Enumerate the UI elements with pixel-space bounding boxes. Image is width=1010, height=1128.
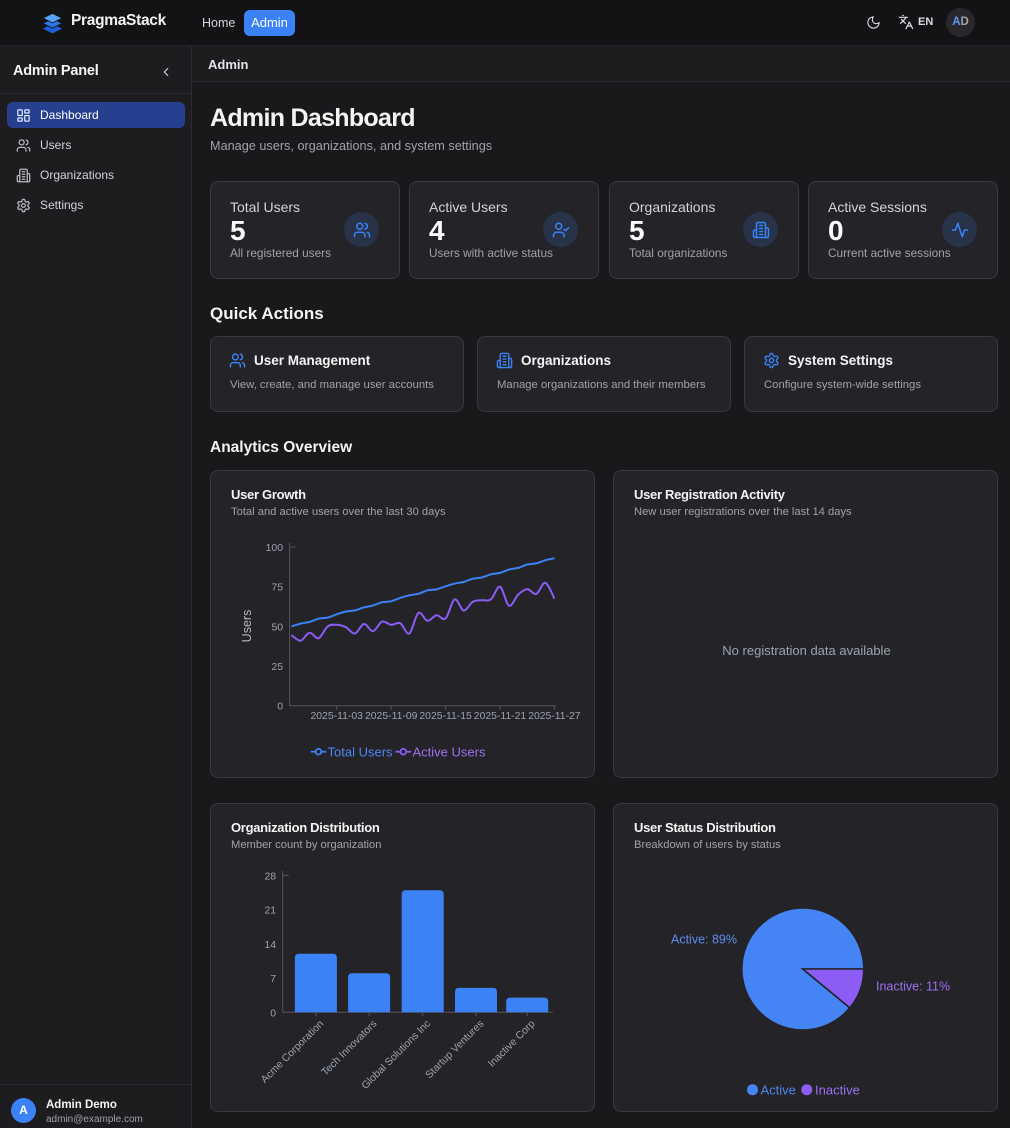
svg-text:0: 0 bbox=[270, 1008, 276, 1019]
svg-text:Inactive: 11%: Inactive: 11% bbox=[876, 980, 950, 994]
svg-text:Inactive Corp: Inactive Corp bbox=[486, 1018, 537, 1069]
svg-text:21: 21 bbox=[264, 906, 276, 917]
svg-text:Acme Corporation: Acme Corporation bbox=[259, 1018, 326, 1085]
svg-text:2025-11-27: 2025-11-27 bbox=[528, 711, 581, 722]
svg-text:7: 7 bbox=[270, 974, 276, 985]
svg-text:Total Users: Total Users bbox=[328, 745, 394, 760]
svg-text:2025-11-21: 2025-11-21 bbox=[474, 711, 527, 722]
svg-text:Active Users: Active Users bbox=[413, 745, 486, 760]
svg-text:75: 75 bbox=[271, 583, 283, 594]
svg-text:25: 25 bbox=[271, 662, 283, 673]
svg-text:100: 100 bbox=[266, 543, 284, 554]
svg-text:Startup Ventures: Startup Ventures bbox=[424, 1019, 487, 1082]
svg-text:Active: 89%: Active: 89% bbox=[671, 933, 737, 947]
svg-text:28: 28 bbox=[264, 872, 276, 883]
svg-text:Tech Innovators: Tech Innovators bbox=[320, 1019, 380, 1079]
svg-text:2025-11-09: 2025-11-09 bbox=[365, 711, 418, 722]
svg-text:2025-11-15: 2025-11-15 bbox=[419, 711, 472, 722]
svg-text:2025-11-03: 2025-11-03 bbox=[311, 711, 364, 722]
svg-text:Active: Active bbox=[761, 1083, 796, 1098]
svg-text:50: 50 bbox=[271, 622, 283, 633]
svg-text:Inactive: Inactive bbox=[815, 1083, 860, 1098]
svg-text:14: 14 bbox=[264, 940, 276, 951]
svg-text:0: 0 bbox=[277, 702, 283, 713]
svg-text:Users: Users bbox=[240, 610, 254, 643]
